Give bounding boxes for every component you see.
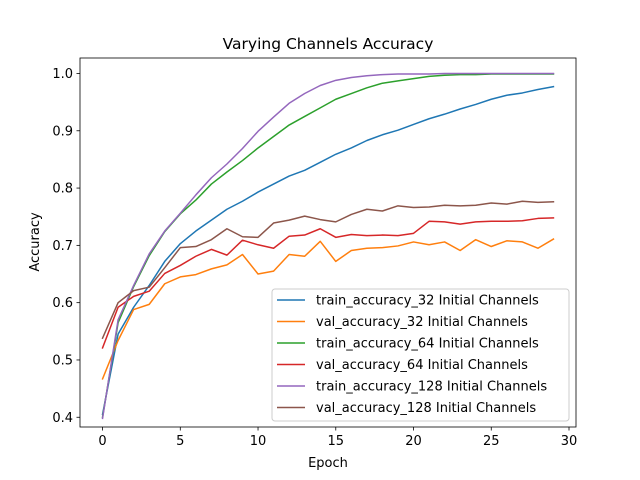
y-tick-label: 0.4 (52, 411, 73, 426)
legend-label: train_accuracy_64 Initial Channels (316, 337, 539, 352)
y-tick-label: 0.6 (52, 296, 73, 311)
x-tick-label: 25 (483, 434, 500, 449)
x-tick-label: 5 (176, 434, 184, 449)
legend: train_accuracy_32 Initial Channels val_ac… (271, 288, 570, 422)
legend-label: val_accuracy_32 Initial Channels (316, 315, 528, 330)
legend-box (271, 288, 570, 422)
chart-title: Varying Channels Accuracy (223, 35, 434, 53)
y-tick-label: 0.9 (52, 124, 73, 139)
y-tick-label: 0.8 (52, 182, 73, 197)
series-line-0 (101, 85, 555, 416)
y-tick-label: 1.0 (52, 67, 73, 82)
series-line-3 (101, 217, 555, 349)
series-line-5 (101, 200, 555, 340)
x-tick-label: 30 (561, 434, 578, 449)
x-tick-label: 20 (405, 434, 422, 449)
y-tick-label: 0.7 (52, 239, 73, 254)
legend-label: val_accuracy_64 Initial Channels (316, 358, 528, 373)
series-line-4 (101, 72, 555, 420)
plot-area: 0 5 10 15 20 25 30 0.4 0.5 0.6 0.7 0.8 0.9 1.0 (52, 57, 578, 449)
series-line-1 (101, 238, 555, 380)
y-tick-label: 0.5 (52, 353, 73, 368)
x-axis-label: Epoch (308, 456, 348, 471)
axes-frame (79, 57, 577, 428)
y-axis-label: Accuracy (28, 212, 43, 272)
legend-label: val_accuracy_128 Initial Channels (316, 401, 536, 416)
x-tick-label: 15 (328, 434, 345, 449)
legend-label: train_accuracy_32 Initial Channels (316, 294, 539, 309)
x-tick-label: 10 (250, 434, 267, 449)
x-tick-label: 0 (98, 434, 106, 449)
legend-label: train_accuracy_128 Initial Channels (316, 380, 547, 395)
